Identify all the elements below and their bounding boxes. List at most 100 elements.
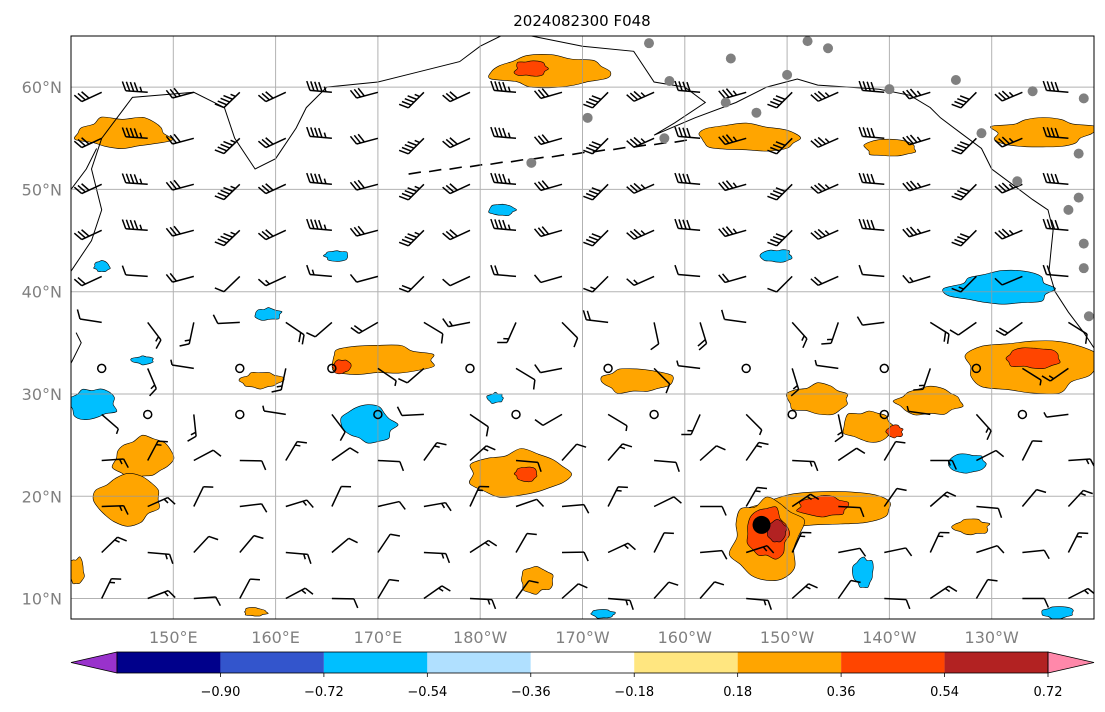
barb-staff <box>957 321 977 336</box>
barb-flag <box>626 232 635 240</box>
barb-flag <box>858 172 864 183</box>
barb-flag <box>766 545 775 554</box>
barb-flag <box>261 138 270 147</box>
barb-flag <box>678 173 683 183</box>
barb-flag <box>341 485 352 488</box>
barb-half-flag <box>414 185 420 190</box>
barb-flag <box>214 195 225 201</box>
wind-barb <box>285 321 305 345</box>
barb-flag <box>125 219 131 230</box>
barb-flag <box>810 140 819 148</box>
negative-anomaly-region <box>590 609 616 619</box>
barb-flag <box>714 581 725 586</box>
barb-flag <box>306 172 311 183</box>
barb-flag <box>998 230 1007 238</box>
colorbar-tick-label: 0.18 <box>723 685 752 700</box>
barb-flag <box>533 228 542 237</box>
wind-barb <box>767 137 793 155</box>
barb-flag <box>541 180 550 189</box>
barb-flag <box>407 141 418 147</box>
wind-barb <box>994 182 1023 194</box>
island-segment <box>490 161 503 166</box>
barb-half-flag <box>276 385 283 388</box>
barb-flag <box>168 554 174 564</box>
barb-half-flag <box>916 90 922 96</box>
barb-half-flag <box>115 428 120 435</box>
island-segment <box>428 168 442 173</box>
barb-flag <box>870 219 876 230</box>
barb-half-flag <box>792 385 798 390</box>
wind-barb <box>902 180 931 192</box>
wind-barb <box>377 500 406 510</box>
barb-flag <box>1042 172 1048 183</box>
barb-flag <box>959 233 970 239</box>
barb-half-flag <box>114 539 120 543</box>
wind-barb <box>101 504 129 515</box>
barb-staff <box>884 597 907 601</box>
colorbar-box <box>944 652 1048 673</box>
barb-flag <box>187 435 197 442</box>
barb-staff <box>239 578 251 599</box>
barb-flag <box>208 535 219 541</box>
barb-flag <box>261 230 270 239</box>
calm-wind-marker <box>142 409 153 420</box>
wind-barb <box>653 367 671 394</box>
calm-wind-marker <box>741 363 751 374</box>
barb-half-flag <box>311 269 315 276</box>
barb-flag <box>1046 81 1052 91</box>
barb-flag <box>442 232 451 241</box>
barb-half-flag <box>262 405 265 412</box>
barb-half-flag <box>109 581 116 584</box>
wind-barb <box>193 485 214 507</box>
barb-flag <box>721 273 730 282</box>
wind-barb <box>179 322 195 347</box>
barb-half-flag <box>301 589 307 595</box>
wind-barb <box>583 137 609 155</box>
barb-staff <box>699 445 717 462</box>
station-dot <box>802 36 813 47</box>
barb-flag <box>870 81 876 92</box>
barb-flag <box>77 230 86 239</box>
wind-barb <box>1041 367 1069 382</box>
positive-anomaly-region <box>885 424 904 439</box>
barb-flag <box>442 318 450 328</box>
barb-flag <box>957 143 967 149</box>
barb-flag <box>951 195 962 201</box>
barb-half-flag <box>230 185 236 190</box>
barb-staff <box>125 274 148 278</box>
lon-tick-label: 150°E <box>149 628 198 647</box>
wind-barb <box>626 275 655 287</box>
wind-barb <box>838 547 867 557</box>
wind-barb <box>306 126 332 140</box>
barb-flag <box>129 173 135 184</box>
barb-staff <box>883 441 897 461</box>
barb-flag <box>111 577 122 580</box>
barb-flag <box>994 93 1003 102</box>
barb-half-flag <box>1080 492 1086 496</box>
barb-half-flag <box>758 429 763 436</box>
lon-tick-label: 150°W <box>760 628 815 647</box>
wind-barb <box>994 136 1023 148</box>
wind-barb <box>745 441 769 461</box>
barb-flag <box>81 183 90 191</box>
barb-half-flag <box>1048 375 1055 380</box>
barb-staff <box>377 533 391 553</box>
barb-flag <box>810 186 819 194</box>
wind-barb <box>1042 218 1069 232</box>
barb-staff <box>976 449 997 462</box>
barb-flag <box>954 100 964 106</box>
wind-barb <box>1043 412 1069 418</box>
barb-flag <box>906 227 914 237</box>
wind-barb <box>674 218 701 232</box>
barb-flag <box>253 534 264 540</box>
barb-flag <box>257 278 267 287</box>
wind-barb <box>1067 532 1089 553</box>
barb-flag <box>445 184 455 193</box>
wind-barb <box>187 414 197 442</box>
barb-half-flag <box>623 544 629 550</box>
wind-barb <box>697 322 708 351</box>
axis-tick-labels: 150°E 160°E 170°E 180°W 170°W 160°W 150°W 140°W… <box>22 78 1019 647</box>
lat-tick-label: 20°N <box>22 487 62 506</box>
barb-half-flag <box>139 178 143 185</box>
barb-flag <box>314 81 319 92</box>
